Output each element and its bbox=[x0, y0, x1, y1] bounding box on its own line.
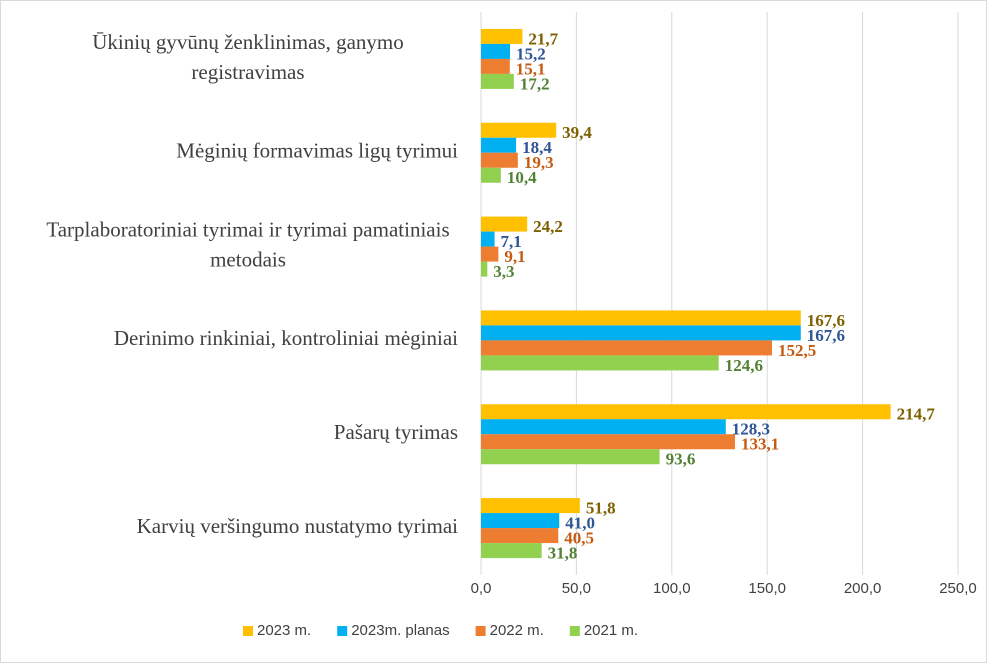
value-label: 24,2 bbox=[533, 217, 563, 236]
category-label-line: metodais bbox=[210, 247, 286, 271]
category-label: Ūkinių gyvūnų ženklinimas, ganymo registr… bbox=[92, 30, 403, 84]
category-label-line: Ūkinių gyvūnų ženklinimas, ganymo bbox=[92, 30, 403, 54]
value-label: 21,7 bbox=[528, 29, 558, 48]
value-label: 10,4 bbox=[507, 168, 537, 187]
bar bbox=[481, 73, 514, 89]
bar bbox=[481, 513, 560, 529]
value-label: 40,5 bbox=[564, 528, 594, 547]
value-label: 9,1 bbox=[504, 247, 525, 266]
bar bbox=[481, 419, 726, 435]
legend-swatch bbox=[243, 626, 253, 636]
value-label: 124,6 bbox=[725, 356, 763, 375]
value-label: 19,3 bbox=[524, 153, 554, 172]
value-label: 152,5 bbox=[778, 341, 816, 360]
bar bbox=[481, 498, 580, 514]
category-label-line: registravimas bbox=[191, 60, 304, 84]
bar bbox=[481, 543, 542, 559]
x-tick-label: 250,0 bbox=[939, 580, 977, 597]
value-label: 15,1 bbox=[516, 59, 546, 78]
category-label-line: Tarplaboratoriniai tyrimai ir tyrimai pa… bbox=[46, 217, 449, 241]
bar bbox=[481, 340, 772, 356]
bar bbox=[481, 325, 801, 341]
bar bbox=[481, 167, 501, 183]
bar bbox=[481, 122, 557, 138]
value-label: 18,4 bbox=[522, 138, 552, 157]
bar bbox=[481, 449, 660, 465]
bar bbox=[481, 43, 511, 59]
bar bbox=[481, 28, 523, 44]
category-label: Karvių veršingumo nustatymo tyrimai bbox=[137, 514, 459, 538]
value-label: 39,4 bbox=[562, 123, 592, 142]
value-label: 93,6 bbox=[666, 450, 696, 469]
legend-swatch bbox=[475, 626, 486, 636]
bar bbox=[481, 246, 499, 262]
bar bbox=[481, 58, 510, 74]
legend-label: 2021 m. bbox=[584, 622, 638, 639]
bar bbox=[481, 528, 559, 544]
value-label: 31,8 bbox=[548, 543, 578, 562]
value-label: 3,3 bbox=[493, 262, 514, 281]
value-label: 15,2 bbox=[516, 44, 546, 63]
value-label: 128,3 bbox=[732, 420, 770, 439]
x-tick-label: 50,0 bbox=[562, 580, 591, 597]
bar bbox=[481, 137, 517, 153]
category-label: Tarplaboratoriniai tyrimai ir tyrimai pa… bbox=[46, 217, 449, 271]
value-label: 167,6 bbox=[807, 326, 845, 345]
bar bbox=[481, 310, 801, 326]
legend-swatch bbox=[337, 626, 348, 636]
x-tick-label: 100,0 bbox=[653, 580, 691, 597]
x-tick-label: 0,0 bbox=[471, 580, 492, 597]
x-tick-label: 150,0 bbox=[748, 580, 786, 597]
bar bbox=[481, 261, 488, 277]
value-label: 167,6 bbox=[807, 311, 845, 330]
value-label: 17,2 bbox=[520, 74, 550, 93]
bar bbox=[481, 216, 528, 232]
value-label: 214,7 bbox=[897, 405, 936, 424]
value-label: 7,1 bbox=[501, 232, 522, 251]
legend-swatch bbox=[569, 626, 580, 636]
value-label: 51,8 bbox=[586, 498, 616, 517]
legend-label: 2023 m. bbox=[257, 622, 311, 639]
value-label: 41,0 bbox=[565, 513, 595, 532]
bar bbox=[481, 404, 891, 420]
value-label: 133,1 bbox=[741, 435, 779, 454]
legend-label: 2023m. planas bbox=[351, 622, 449, 639]
bar bbox=[481, 152, 518, 168]
bar bbox=[481, 231, 495, 247]
category-label: Mėginių formavimas ligų tyrimui bbox=[176, 139, 458, 163]
bar bbox=[481, 355, 719, 371]
x-tick-label: 200,0 bbox=[844, 580, 882, 597]
legend-label: 2022 m. bbox=[490, 622, 544, 639]
category-label: Pašarų tyrimas bbox=[334, 420, 458, 444]
bar bbox=[481, 434, 735, 450]
category-label: Derinimo rinkiniai, kontroliniai mėginia… bbox=[114, 326, 458, 350]
